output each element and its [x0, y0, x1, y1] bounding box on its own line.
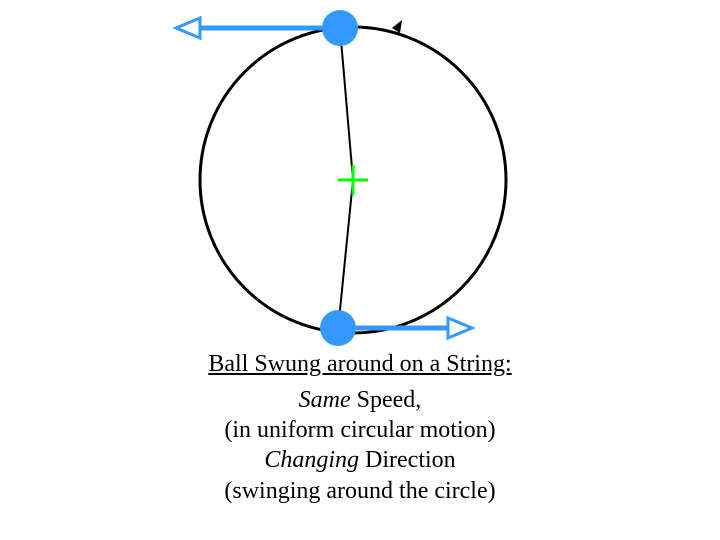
caption-line-speed-rest: Speed,: [351, 387, 422, 413]
caption-line-speed-italic: Same: [299, 387, 351, 413]
center-cross-icon: [338, 165, 368, 195]
velocity-arrow-top-head-icon: [176, 18, 200, 38]
caption-line-swinging: (swinging around the circle): [0, 476, 720, 506]
ball-top-icon: [322, 10, 358, 46]
velocity-arrow-bottom-head-icon: [448, 318, 472, 338]
caption-line-direction-italic: Changing: [264, 447, 359, 473]
caption-line-uniform: (in uniform circular motion): [0, 415, 720, 445]
caption-line-direction: Changing Direction: [0, 445, 720, 475]
caption-title: Ball Swung around on a String:: [0, 349, 720, 379]
ball-bottom-icon: [320, 310, 356, 346]
string-bottom: [338, 180, 353, 330]
string-top: [340, 28, 353, 180]
diagram-stage: Ball Swung around on a String: Same Spee…: [0, 0, 720, 540]
caption-line-direction-rest: Direction: [359, 447, 456, 473]
caption-line-speed: Same Speed,: [0, 385, 720, 415]
